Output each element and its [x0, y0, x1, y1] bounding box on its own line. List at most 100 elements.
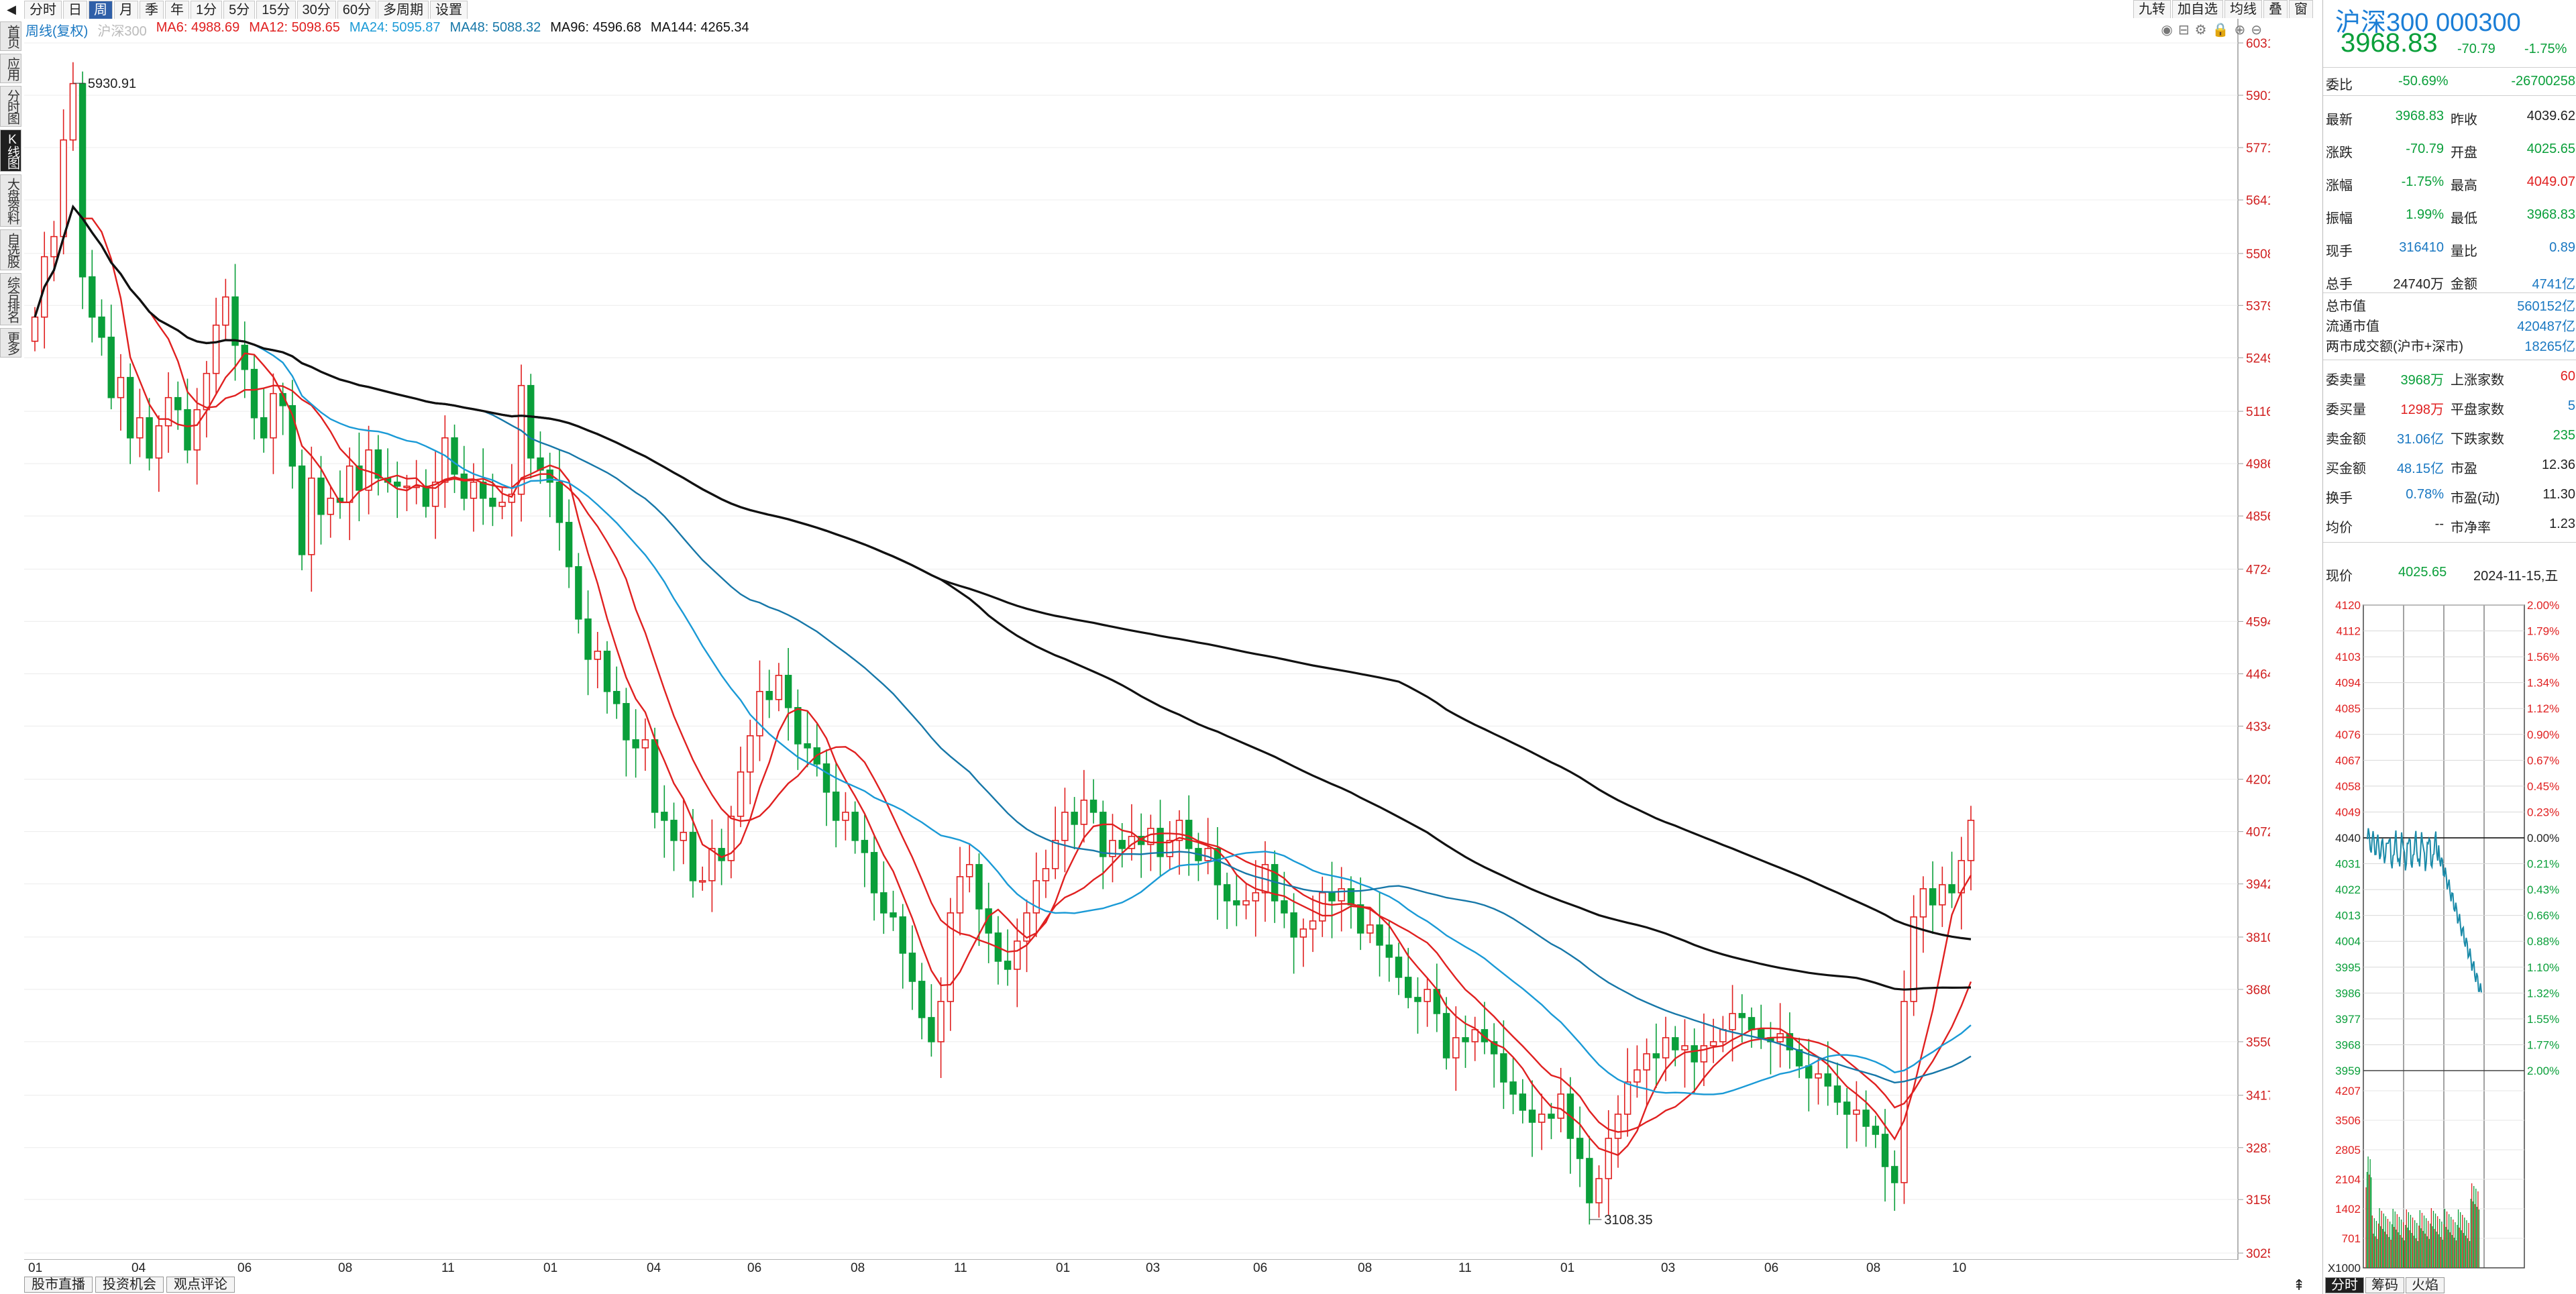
- mini-right-label: 0.45%: [2527, 780, 2559, 793]
- kline-chart[interactable]: 6031 5901 5771 5641 5508 5379 5249 5116 4986 4856…: [24, 19, 2270, 1275]
- mini-chart-svg[interactable]: 4120 2.00% 4112 1.79% 4103 1.56% 4094 1.34% 4085…: [2323, 597, 2576, 1275]
- candle-body: [126, 376, 134, 439]
- row-value: 4049.07: [2526, 174, 2575, 189]
- ma24-line: [34, 205, 1972, 1095]
- kline-svg[interactable]: 6031 5901 5771 5641 5508 5379 5249 5116 4986 4856…: [24, 19, 2270, 1260]
- candle-body: [1729, 1013, 1736, 1030]
- high-annotation: 5930.91: [88, 76, 136, 91]
- row-value: 316410: [2399, 240, 2444, 255]
- divider: [2323, 292, 2576, 293]
- period-tab[interactable]: 15分: [256, 0, 296, 19]
- toolbar-right-button[interactable]: 均线: [2224, 0, 2262, 18]
- mini-left-label: 3959: [2335, 1065, 2361, 1077]
- row-label: 均价: [2326, 521, 2353, 535]
- candle-body: [222, 296, 229, 326]
- x-tick-label: 11: [441, 1261, 455, 1275]
- period-tab[interactable]: 多周期: [378, 0, 429, 19]
- candle-body: [651, 739, 659, 813]
- x-tick-label: 01: [28, 1261, 43, 1275]
- y-tick-label: 5901: [2246, 89, 2270, 103]
- period-tab[interactable]: 周: [89, 0, 113, 19]
- stats-row: 买金额 48.15亿 市盈 12.36: [2326, 451, 2575, 478]
- left-tab[interactable]: 更多: [0, 328, 21, 358]
- period-tab[interactable]: 分时: [24, 0, 62, 19]
- candle-body: [117, 376, 125, 398]
- mini-chart-tab[interactable]: 分时: [2325, 1277, 2364, 1293]
- period-tab[interactable]: 5分: [223, 0, 256, 19]
- zoom-in-icon[interactable]: ⊕: [2234, 23, 2246, 38]
- bottom-tab[interactable]: 观点评论: [166, 1277, 235, 1293]
- row-value: 24740万: [2393, 277, 2444, 292]
- row-label: 总市值: [2326, 299, 2366, 314]
- y-tick-label: 4202: [2246, 773, 2270, 788]
- bottom-tab[interactable]: 投资机会: [95, 1277, 164, 1293]
- period-tab[interactable]: 1分: [191, 0, 223, 19]
- period-tab[interactable]: 60分: [337, 0, 376, 19]
- candle-body: [794, 707, 802, 745]
- mini-left-label: 4120: [2335, 599, 2361, 612]
- candle-body: [508, 493, 516, 503]
- left-tab[interactable]: 自选股: [0, 229, 21, 270]
- row-value: 11.30: [2542, 487, 2575, 502]
- chart-type-icon[interactable]: ⊟: [2178, 23, 2190, 38]
- y-tick-label: 3942: [2246, 878, 2270, 892]
- left-tab[interactable]: 应用: [0, 54, 21, 83]
- candle-body: [1281, 900, 1288, 914]
- left-tab[interactable]: 综合排名: [0, 273, 21, 325]
- period-tab[interactable]: 年: [165, 0, 189, 19]
- y-tick-label: 4856: [2246, 510, 2270, 524]
- candle-body: [1223, 884, 1231, 902]
- period-tab[interactable]: 日: [63, 0, 87, 19]
- row-value: 60: [2560, 369, 2575, 384]
- divider: [2323, 67, 2576, 68]
- toolbar-right-button[interactable]: 九转: [2133, 0, 2171, 18]
- eye-icon[interactable]: ◉: [2161, 23, 2173, 38]
- mini-right-label: 2.00%: [2527, 1065, 2559, 1077]
- expand-up-icon[interactable]: ⇞: [2293, 1277, 2306, 1293]
- row-value: 0.78%: [2406, 487, 2444, 502]
- candle-body: [1910, 916, 1917, 1002]
- lock-icon[interactable]: 🔒: [2212, 23, 2229, 38]
- row-label: 委卖量: [2326, 373, 2366, 388]
- bottom-tab[interactable]: 股市直播: [24, 1277, 93, 1293]
- period-tab[interactable]: 月: [114, 0, 138, 19]
- zoom-out-icon[interactable]: ⊖: [2251, 23, 2262, 38]
- left-tab[interactable]: 大盘资料: [0, 174, 21, 227]
- candle-body: [851, 812, 859, 841]
- left-tab[interactable]: K线图: [0, 129, 21, 172]
- toolbar-right-button[interactable]: 窗: [2289, 0, 2313, 18]
- mini-chart-tab[interactable]: 火焰: [2406, 1277, 2445, 1293]
- period-tab[interactable]: 30分: [297, 0, 336, 19]
- candle-body: [1805, 1065, 1813, 1079]
- candle-body: [1242, 900, 1250, 906]
- y-tick-label: 5249: [2246, 352, 2270, 366]
- x-tick-label: 08: [1866, 1261, 1881, 1275]
- candle-body: [1385, 945, 1393, 958]
- x-tick-label: 03: [1661, 1261, 1676, 1275]
- period-tab[interactable]: 设置: [430, 0, 468, 19]
- candle-body: [1595, 1178, 1603, 1203]
- candle-body: [1490, 1041, 1498, 1055]
- intraday-mini-chart[interactable]: 4120 2.00% 4112 1.79% 4103 1.56% 4094 1.34% 4085…: [2323, 597, 2576, 1275]
- candle-body: [908, 953, 916, 982]
- toolbar-right-button[interactable]: 加自选: [2172, 0, 2223, 18]
- y-tick-label: 5508: [2246, 248, 2270, 262]
- y-tick-label: 3287: [2246, 1142, 2270, 1156]
- settings-icon[interactable]: ⚙: [2194, 23, 2207, 38]
- toolbar-right-button[interactable]: 叠: [2263, 0, 2288, 18]
- candle-body: [1519, 1093, 1527, 1111]
- candle-body: [1175, 820, 1183, 841]
- legend-mode[interactable]: 周线(复权): [25, 24, 89, 39]
- period-tab[interactable]: 季: [140, 0, 164, 19]
- candle-body: [756, 691, 763, 737]
- mini-right-label: 0.23%: [2527, 806, 2559, 818]
- mini-chart-tab[interactable]: 筹码: [2365, 1277, 2404, 1293]
- left-tab[interactable]: 分时图: [0, 86, 21, 127]
- candle-body: [1929, 888, 1937, 906]
- candle-body: [1700, 1045, 1708, 1063]
- mini-left-label: 4103: [2335, 651, 2361, 663]
- left-tab[interactable]: 首页: [0, 21, 21, 51]
- collapse-arrow-icon[interactable]: ◀: [7, 3, 16, 16]
- mini-vol-label: 701: [2342, 1232, 2361, 1245]
